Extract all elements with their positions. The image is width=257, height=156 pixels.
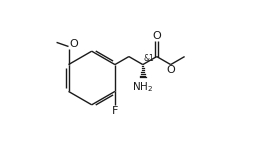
- Text: NH$_2$: NH$_2$: [132, 80, 153, 94]
- Text: O: O: [152, 31, 161, 41]
- Text: &1: &1: [144, 54, 154, 63]
- Text: O: O: [166, 65, 175, 75]
- Text: O: O: [69, 39, 78, 49]
- Text: F: F: [112, 106, 118, 116]
